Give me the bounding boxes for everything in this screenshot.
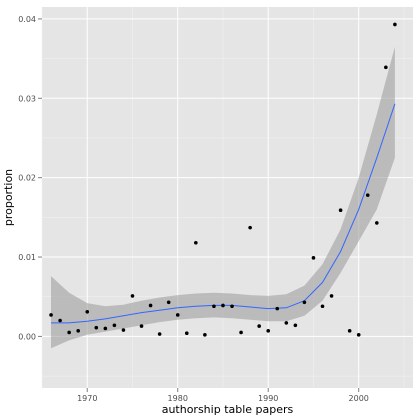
x-tick-label: 2000 (349, 394, 369, 403)
data-point (275, 306, 280, 311)
data-point (248, 225, 252, 230)
data-point (166, 300, 171, 305)
x-tick-label: 1980 (168, 394, 188, 403)
y-tick-label: 0.04 (18, 15, 36, 24)
data-point (384, 65, 388, 70)
data-point (157, 332, 162, 336)
x-axis-label: authorship table papers (162, 403, 294, 416)
data-point (320, 304, 325, 309)
y-tick-label: 0.03 (18, 94, 36, 103)
y-tick-label: 0.01 (18, 253, 36, 262)
data-point (311, 256, 316, 260)
data-point (58, 318, 62, 323)
data-point (284, 321, 289, 325)
data-point (76, 329, 80, 333)
data-point (230, 304, 234, 309)
data-point (103, 326, 108, 331)
data-point (257, 324, 261, 328)
axes: 1970 1980 1990 2000 0.00 0.01 0.02 0.03 0.04 (18, 15, 369, 403)
y-axis-label: proportion (2, 169, 15, 226)
data-point (203, 333, 207, 337)
data-point (175, 313, 180, 317)
data-point (112, 323, 117, 328)
data-point (49, 313, 53, 317)
data-point (184, 331, 189, 336)
data-point (212, 304, 216, 309)
x-tick-label: 1990 (258, 394, 278, 403)
grid-minor (41, 7, 413, 388)
data-point (338, 208, 343, 212)
data-points (49, 22, 397, 337)
y-tick-label: 0.00 (18, 332, 36, 341)
data-point (347, 329, 352, 333)
data-point (130, 294, 135, 298)
y-tick-label: 0.02 (18, 174, 36, 183)
data-point (365, 193, 370, 197)
data-point (375, 221, 379, 225)
x-tick-label: 1970 (77, 394, 97, 403)
data-point (148, 303, 153, 308)
data-point (194, 240, 198, 245)
confidence-band (51, 46, 395, 349)
data-point (67, 330, 71, 335)
data-point (266, 329, 271, 333)
data-point (85, 310, 90, 314)
data-point (329, 294, 334, 298)
data-point (293, 323, 298, 328)
data-point (94, 325, 99, 330)
data-point (356, 333, 361, 337)
data-point (239, 330, 243, 335)
data-point (393, 22, 397, 27)
data-point (139, 324, 144, 328)
data-point (121, 328, 126, 332)
data-point (302, 300, 307, 305)
data-point (221, 303, 225, 308)
